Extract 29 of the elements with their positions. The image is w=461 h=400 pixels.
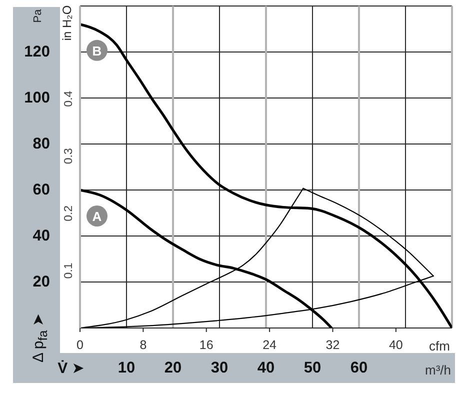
y-axis-title: Pa [32, 8, 44, 23]
y2-axis-title: in H₂O [60, 5, 74, 41]
series-label: B [92, 43, 102, 58]
text: V̇ ➤ [58, 360, 84, 377]
series-label: A [92, 209, 102, 224]
y-tick-label: 80 [32, 136, 50, 152]
y-tick-label: 100 [24, 90, 50, 106]
y-tick-label: 20 [32, 274, 50, 290]
y2-tick-label: 0.2 [63, 205, 75, 222]
x-tick-label: 60 [350, 360, 368, 376]
y-tick-label: 60 [32, 182, 50, 198]
x2-tick-label: 0 [76, 338, 84, 352]
x2-tick-label: 8 [140, 338, 147, 352]
x-tick-label: 30 [210, 360, 228, 376]
x2-tick-label: 24 [262, 338, 277, 352]
x2-tick-label: 32 [326, 338, 340, 352]
x2-tick-label: 16 [199, 338, 214, 352]
y2-tick-label: 0.3 [63, 148, 75, 164]
x-tick-label: 40 [257, 360, 275, 376]
y-tick-label: 120 [24, 44, 50, 60]
y2-tick-label: 0.4 [63, 90, 75, 107]
x2-axis-title: cfm [429, 338, 450, 354]
x2-tick-label: 40 [388, 338, 403, 352]
y2-tick-label: 0.1 [63, 262, 75, 279]
x-axis-title: m³/h [425, 362, 451, 378]
y-tick-label: 40 [32, 228, 50, 244]
x-tick-label: 10 [118, 360, 136, 376]
x-tick-label: 20 [164, 360, 182, 376]
x-tick-label: 50 [304, 360, 322, 376]
